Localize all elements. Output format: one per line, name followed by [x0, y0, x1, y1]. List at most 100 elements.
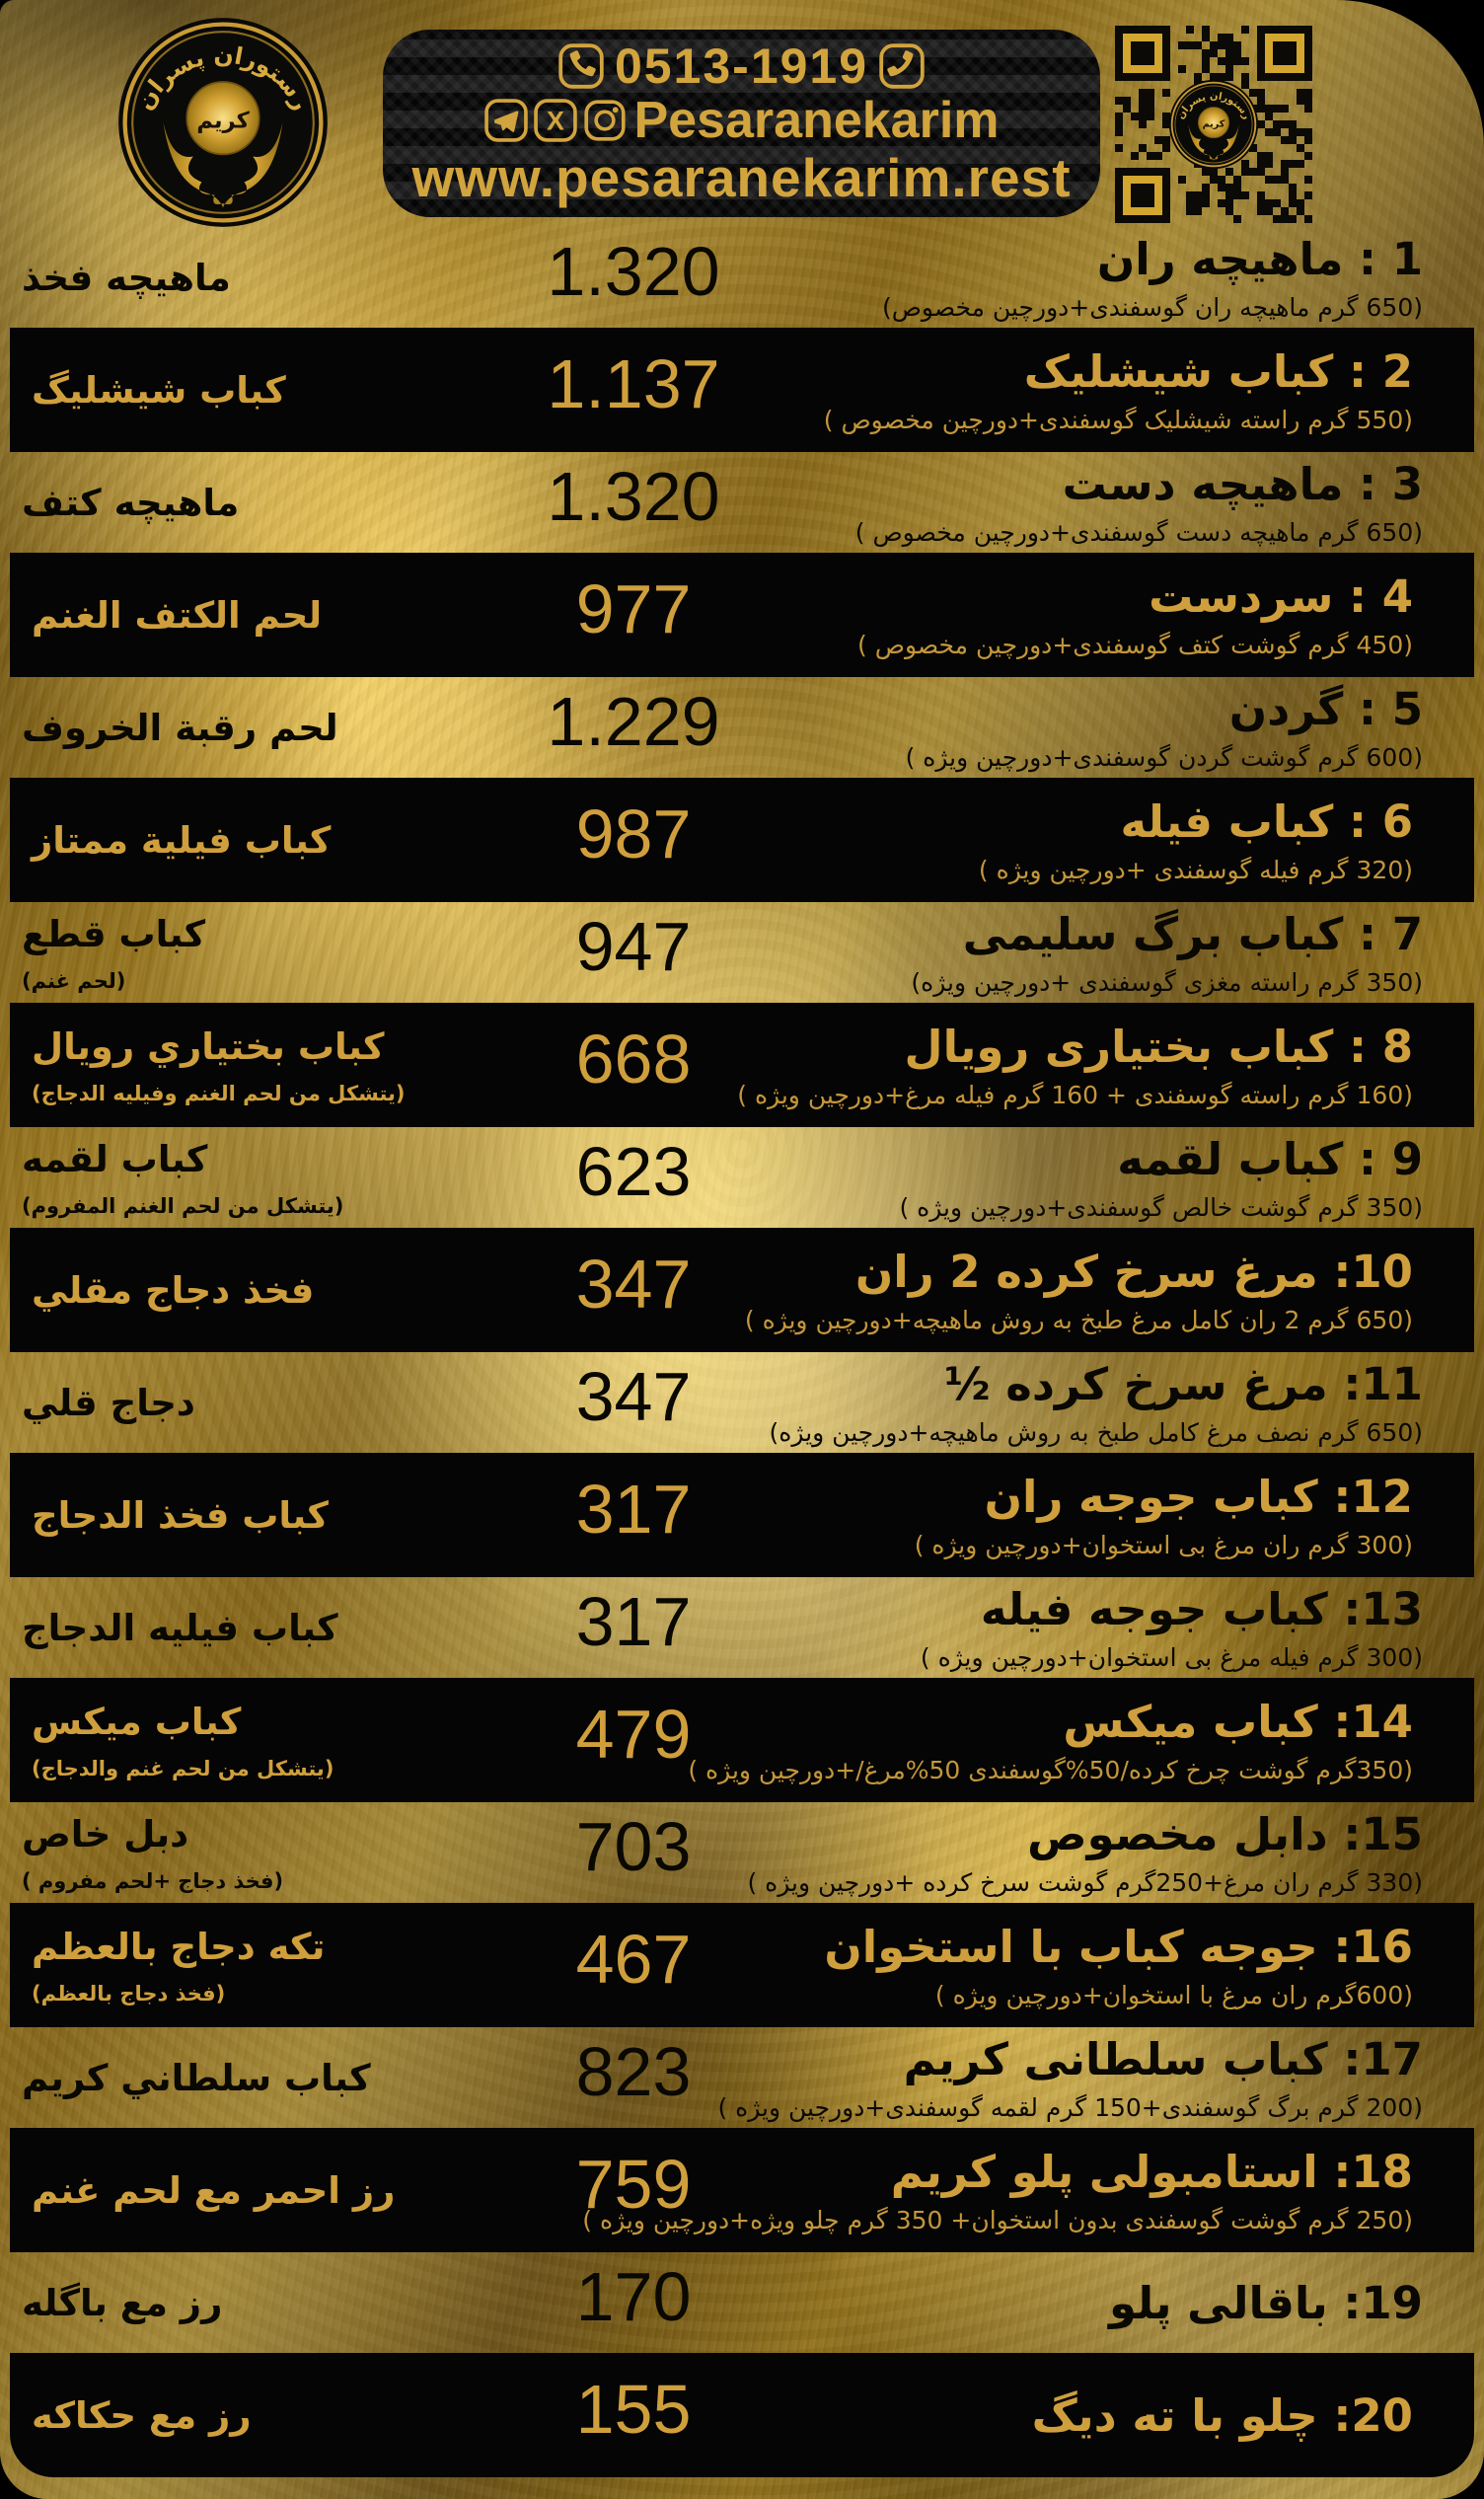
item-title: 13: کباب جوجه فیله [980, 1583, 1423, 1635]
item-persian-block: 7 : کباب برگ سلیمی (350 گرم راسته مغزی گ… [843, 908, 1484, 997]
qr-pattern [1115, 26, 1312, 223]
item-desc: (550 گرم راسته شیشلیک گوسفندی+دورچین مخص… [823, 406, 1413, 434]
item-price: 1.320 [547, 233, 720, 310]
item-arabic-name: كباب فخذ الدجاج [32, 1493, 329, 1537]
x-icon[interactable] [533, 98, 578, 143]
item-title: 20: چلو با ته دیگ [1031, 2388, 1413, 2442]
item-price: 1.137 [547, 345, 720, 422]
item-arabic-name: رز احمر مع لحم غنم [32, 2168, 396, 2212]
contact-panel: 0513-1919 Pesaranekarim www.pesaranekari… [383, 30, 1100, 217]
phone-icon [878, 42, 926, 90]
item-persian-block: 6 : کباب فیله (320 گرم فیله گوسفندی +دور… [833, 795, 1474, 884]
menu-row-9: كباب لقمه (يتشكل من لحم الغنم المفروم) 6… [0, 1127, 1484, 1228]
item-arabic-block: كباب سلطاني كريم [0, 2057, 424, 2099]
item-desc: (330 گرم ران مرغ+250گرم گوشت سرخ کرده +د… [747, 1868, 1423, 1897]
item-price: 977 [575, 570, 692, 647]
item-desc: (350 گرم راسته مغزی گوسفندی +دورچین ویژه… [911, 968, 1423, 997]
item-price: 467 [575, 1921, 692, 1998]
item-price: 479 [575, 1696, 692, 1773]
item-arabic-name: ماهيچه فخذ [22, 256, 231, 299]
item-arabic-name: كباب قطع [22, 912, 206, 955]
website-url[interactable]: www.pesaranekarim.rest [411, 146, 1072, 208]
item-price: 170 [575, 2258, 692, 2335]
menu-row-15: دبل خاص (فخذ دجاج +لحم مفروم ) 703 15: د… [0, 1802, 1484, 1903]
item-desc: (600 گرم گوشت گردن گوسفندی+دورچین ویژه ) [905, 743, 1423, 772]
item-arabic-desc: (لحم غنم) [22, 968, 126, 993]
item-arabic-block: فخذ دجاج مقلي [10, 1269, 434, 1312]
item-arabic-name: رز مع حكاكه [32, 2393, 252, 2437]
item-arabic-block: رز احمر مع لحم غنم [10, 2169, 434, 2212]
item-arabic-name: تكه دجاج بالعظم [32, 1925, 326, 1968]
menu-row-14: كباب ميكس (يتشكل من لحم غنم والدجاج) 479… [10, 1678, 1474, 1802]
item-title: 3 : ماهیچه دست [1062, 458, 1423, 510]
item-price: 623 [575, 1133, 692, 1210]
item-title: 4 : سردست [1149, 570, 1413, 623]
menu-row-12: كباب فخذ الدجاج 317 12: کباب جوجه ران (3… [10, 1453, 1474, 1577]
item-arabic-name: رز مع باگله [22, 2281, 223, 2324]
item-title: 18: استامبولی پلو کریم [890, 2146, 1413, 2198]
item-arabic-name: كباب لقمه [22, 1137, 208, 1180]
item-persian-block: 8 : کباب بختیاری رویال (160 گرم راسته گو… [737, 1021, 1474, 1109]
menu-row-5: لحم رقبة الخروف 1.229 5 : گردن (600 گرم … [0, 677, 1484, 778]
menu-row-2: كباب شيشليگ 1.137 2 : کباب شیشلیک (550 گ… [10, 328, 1474, 452]
instagram-icon[interactable] [582, 98, 628, 143]
item-title: 10: مرغ سرخ کرده 2 ران [854, 1246, 1413, 1298]
item-arabic-name: لحم الكتف الغنم [32, 593, 323, 637]
menu-row-4: لحم الكتف الغنم 977 4 : سردست (450 گرم گ… [10, 553, 1474, 677]
item-arabic-block: كباب فيلية ممتاز [10, 819, 434, 862]
phone-line: 0513-1919 [557, 40, 926, 93]
item-desc: (200 گرم برگ گوسفندی+150 گرم لقمه گوسفند… [717, 2093, 1423, 2122]
item-desc: (300 گرم فیله مرغ بی استخوان+دورچین ویژه… [920, 1643, 1423, 1672]
item-persian-block: 5 : گردن (600 گرم گوشت گردن گوسفندی+دورچ… [843, 683, 1484, 772]
telegram-icon[interactable] [483, 98, 529, 143]
item-title: 14: کباب میکس [1063, 1696, 1413, 1748]
item-arabic-desc: (يتشكل من لحم غنم والدجاج) [32, 1756, 334, 1780]
menu-row-17: كباب سلطاني كريم 823 17: کباب سلطانی کری… [0, 2027, 1484, 2128]
item-price: 823 [575, 2033, 692, 2110]
item-arabic-block: لحم رقبة الخروف [0, 707, 424, 749]
item-persian-block: 3 : ماهیچه دست (650 گرم ماهیچه دست گوسفن… [843, 458, 1484, 547]
item-persian-block: 17: کباب سلطانی کریم (200 گرم برگ گوسفند… [717, 2033, 1484, 2122]
item-desc: (600گرم ران مرغ با استخوان+دورچین ویژه ) [934, 1981, 1413, 2009]
item-price: 759 [575, 2146, 692, 2223]
item-price: 347 [575, 1246, 692, 1323]
item-arabic-name: فخذ دجاج مقلي [32, 1268, 315, 1312]
item-price: 317 [575, 1471, 692, 1548]
item-arabic-block: تكه دجاج بالعظم (فخذ دجاج بالعظم) [10, 1926, 434, 2006]
menu-row-20: رز مع حكاكه 155 20: چلو با ته دیگ [10, 2353, 1474, 2477]
item-persian-block: 20: چلو با ته دیگ [833, 2389, 1474, 2442]
item-price: 317 [575, 1583, 692, 1660]
menu-row-10: فخذ دجاج مقلي 347 10: مرغ سرخ کرده 2 ران… [10, 1228, 1474, 1352]
item-persian-block: 15: دابل مخصوص (330 گرم ران مرغ+250گرم گ… [747, 1808, 1484, 1897]
item-arabic-name: لحم رقبة الخروف [22, 706, 338, 749]
item-price: 1.229 [547, 683, 720, 760]
restaurant-logo-mini [1168, 79, 1259, 170]
item-arabic-block: كباب شيشليگ [10, 369, 434, 412]
item-title: 9 : کباب لقمه [1117, 1133, 1423, 1185]
item-arabic-name: ماهيچه كتف [22, 481, 240, 524]
menu-row-7: كباب قطع (لحم غنم) 947 7 : کباب برگ سلیم… [0, 902, 1484, 1003]
item-arabic-block: ماهيچه كتف [0, 482, 424, 524]
item-arabic-name: كباب بختياري رويال [32, 1024, 385, 1068]
social-handle[interactable]: Pesaranekarim [633, 92, 1000, 150]
menu-row-3: ماهيچه كتف 1.320 3 : ماهیچه دست (650 گرم… [0, 452, 1484, 553]
item-title: 15: دابل مخصوص [1027, 1808, 1423, 1860]
menu-row-18: رز احمر مع لحم غنم 759 18: استامبولی پلو… [10, 2128, 1474, 2252]
item-price: 987 [575, 795, 692, 872]
website-line: www.pesaranekarim.rest [411, 146, 1072, 208]
item-title: 5 : گردن [1228, 683, 1423, 735]
qr-code[interactable] [1115, 26, 1312, 223]
item-persian-block: 18: استامبولی پلو کریم (250 گرم گوشت گوس… [582, 2146, 1474, 2234]
restaurant-logo [116, 16, 330, 229]
item-persian-block: 11: مرغ سرخ کرده ½ (650 گرم نصف مرغ کامل… [770, 1358, 1484, 1447]
menu-row-13: كباب فيليه الدجاج 317 13: کباب جوجه فیله… [0, 1577, 1484, 1678]
item-title: 16: جوجه کباب با استخوان [824, 1921, 1413, 1973]
item-title: 1 : ماهیچه ران [1096, 233, 1423, 285]
item-arabic-block: كباب لقمه (يتشكل من لحم الغنم المفروم) [0, 1138, 424, 1218]
item-title: 8 : کباب بختیاری رویال [904, 1021, 1413, 1073]
item-price: 668 [575, 1021, 692, 1098]
social-line: Pesaranekarim [483, 92, 1000, 150]
phone-number[interactable]: 0513-1919 [614, 38, 869, 94]
item-title: 17: کباب سلطانی کریم [903, 2033, 1423, 2085]
item-title: 2 : کباب شیشلیک [1023, 345, 1413, 398]
